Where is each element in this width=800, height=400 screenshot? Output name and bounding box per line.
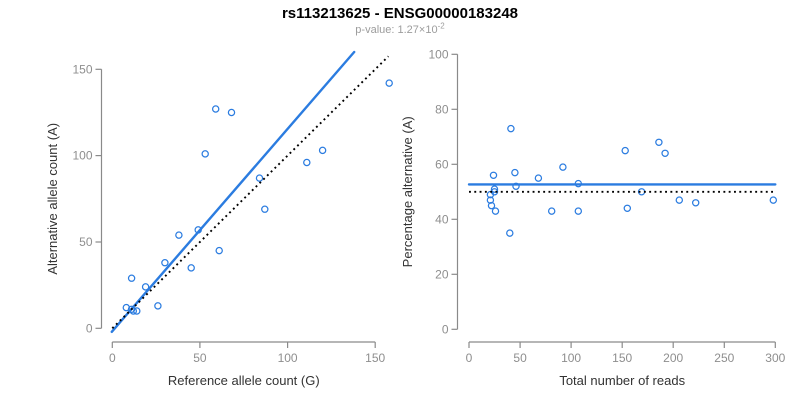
y-axis-tick-label: 100 [428,47,448,61]
scatter-point [511,168,519,177]
scatter-point [487,201,496,210]
scatter-point [227,108,236,117]
y-axis-tick-label: 100 [72,149,92,163]
scatter-point [127,274,136,282]
y-axis-title: Percentage alternative (A) [400,116,415,267]
x-axis-tick-label: 100 [278,351,298,365]
scatter-point [534,174,543,182]
x-axis-tick-label: 200 [663,351,683,365]
x-axis-title: Total number of reads [559,373,685,388]
y-axis-title: Alternative allele count (A) [45,123,60,275]
scatter-point [691,199,700,207]
scatter-point [201,150,209,158]
scatter-point [141,283,150,291]
percentage-reads-plot: 0 20 40 60 80 100 0 50 100 150 200 250 300 Total numb… [400,47,786,388]
y-axis-tick-label: 40 [435,212,449,226]
y-axis-tick-label: 60 [435,157,449,171]
figure-title: rs113213625 - ENSG00000183248 [281,5,519,22]
scatter-point [655,138,663,147]
x-axis-tick-label: 50 [193,351,207,365]
scatter-point [318,146,327,155]
scatter-point [133,307,141,315]
pvalue-exponent-text: -2 [437,21,445,31]
scatter-point [385,79,393,87]
x-axis-tick-label: 50 [513,351,527,365]
scatter-point [547,207,556,215]
identity-line [111,55,390,329]
x-axis-tick-label: 100 [561,351,581,365]
scatter-point [261,205,269,213]
scatter-point [489,171,498,180]
fit-line [110,50,356,333]
scatter-point [175,231,183,239]
x-axis-tick-label: 150 [612,351,632,365]
x-axis-title: Reference allele count (G) [168,373,320,388]
scatter-point [161,258,169,267]
scatter-point [215,246,223,255]
scatter-point [621,146,629,155]
x-axis-tick-label: 300 [765,351,785,365]
x-axis-tick-label: 250 [714,351,734,365]
x-axis-tick-label: 150 [365,351,385,365]
scatter-point [574,207,583,215]
scatter-point [661,149,669,158]
y-axis-tick-label: 0 [442,322,449,336]
y-axis-tick-label: 20 [435,267,449,281]
scatter-point [490,185,499,193]
x-axis-tick-label: 0 [109,351,116,365]
scatter-point [211,105,220,113]
scatter-point [623,204,632,213]
y-axis-tick-label: 0 [86,321,93,335]
pvalue-subtitle: p-value: 1.27×10-2 [0,21,800,36]
scatter-point [559,163,567,171]
y-axis-tick-label: 150 [72,62,92,76]
scatter-point [675,196,684,204]
scatter-point [303,158,311,167]
x-axis-tick-label: 0 [466,351,473,365]
scatter-point [154,302,162,310]
y-axis-tick-label: 50 [79,235,93,249]
scatter-point [255,174,264,182]
scatter-point [506,229,514,237]
scatter-point [507,124,515,133]
pvalue-base-text: p-value: 1.27×10 [355,24,438,36]
scatter-point [769,196,778,204]
allele-count-plot: 0 50 100 150 0 50 100 150 Reference allele count… [45,50,393,388]
scatter-point [187,264,195,272]
scatter-point [491,207,500,215]
y-axis-tick-label: 80 [435,102,449,116]
